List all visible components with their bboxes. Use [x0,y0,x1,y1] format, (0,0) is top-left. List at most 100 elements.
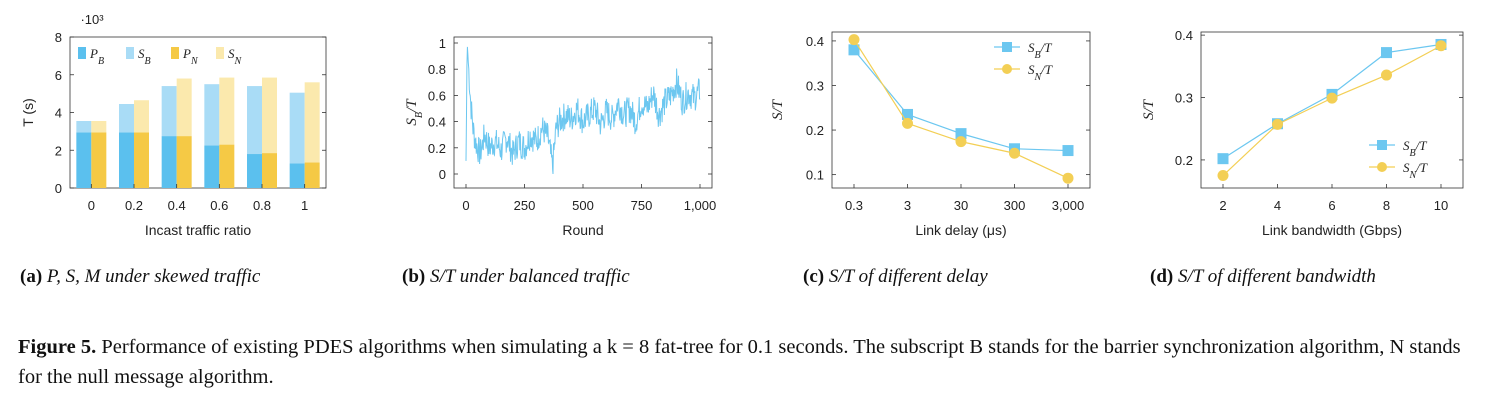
chart-d-xtick-label: 10 [1434,198,1448,213]
chart-a-bar-pn [176,136,192,188]
chart-c-point-sn [902,117,913,129]
chart-c-legend-label: SN/T [1028,62,1053,83]
chart-c-ytick-label: 0.2 [806,123,824,138]
chart-d-xtick-label: 4 [1274,198,1281,213]
chart-a-xtick-label: 1 [301,198,308,213]
chart-c-xlabel: Link delay (μs) [915,222,1006,238]
chart-a-bar-sb [161,86,177,137]
chart-a-bar-sb [204,84,220,146]
figure-caption-text: Performance of existing PDES algorithms … [18,336,1461,388]
chart-c-xtick-label: 30 [954,198,968,213]
chart-a-bar-pb [204,145,220,188]
chart-c-point-sn [848,34,860,46]
chart-a-xtick-label: 0.6 [210,198,228,213]
chart-b-xtick-label: 250 [514,198,536,213]
chart-c-point-sn [1009,147,1020,159]
chart-a-bar-pb [161,136,177,188]
chart-b-xtick-label: 1,000 [684,198,717,213]
chart-a-bar-pb [289,163,305,188]
chart-a-xtick-label: 0.4 [168,198,186,213]
chart-a-bar-sb [289,92,305,164]
chart-b-xtick-label: 750 [631,198,653,213]
chart-b-ytick-label: 1 [439,36,446,51]
chart-c-xtick-label: 3 [904,198,911,213]
chart-a-legend-label: SN [228,46,243,67]
chart-d-point-sn [1435,40,1447,52]
chart-a-ytick-label: 4 [55,106,62,121]
chart-c-ylabel: S/T [770,98,786,120]
chart-b-ytick-label: 0.8 [428,62,446,77]
chart-a-legend-label: PN [182,46,199,67]
chart-d-legend-marker [1377,140,1387,150]
chart-d-ytick-label: 0.4 [1175,28,1193,43]
chart-c-legend-marker [1002,64,1012,74]
subcaption-c: (c) S/T of different delay [803,266,988,288]
chart-a-legend-swatch [78,47,86,59]
chart-b-xtick-label: 500 [572,198,594,213]
chart-c-point-sb [1062,145,1074,157]
chart-a-bar-sn [304,82,320,163]
chart-d-xtick-label: 2 [1219,198,1226,213]
chart-a-legend-swatch [126,47,134,59]
chart-a-xtick-label: 0 [88,198,95,213]
subcaption-c-text: S/T of different delay [828,266,988,287]
chart-a-bar-sn [176,78,192,137]
chart-d-ytick-label: 0.2 [1175,153,1193,168]
chart-d-point-sn [1272,118,1283,130]
chart-b-ytick-label: 0.6 [428,88,446,103]
chart-c-plot-frame [831,31,1091,189]
figure-caption-label: Figure 5. [18,336,97,358]
chart-a-bar-pn [134,132,149,188]
chart-c-ytick-label: 0.3 [806,78,824,93]
chart-a-bar-sn [219,77,235,145]
chart-a-bar-sn [91,120,107,133]
subcaption-c-label: (c) [803,266,825,287]
figure-caption: Figure 5. Performance of existing PDES a… [18,332,1488,392]
chart-b-series-line [465,46,701,175]
chart-d-point-sb [1217,153,1229,165]
chart-d-point-sb [1381,47,1392,59]
subcaption-b-label: (b) [402,266,426,287]
chart-c-point-sb [902,108,913,120]
chart-d-xtick-label: 6 [1328,198,1335,213]
chart-c-point-sn [955,136,967,148]
chart-d-series-line [1222,45,1442,176]
subcaption-a-text: P, S, M under skewed traffic [46,266,261,287]
chart-a-legend-swatch [171,47,179,59]
chart-c-point-sn [1062,172,1074,184]
chart-b-xtick-label: 0 [462,198,469,213]
chart-c-xtick-label: 0.3 [845,198,863,213]
chart-d-point-sn [1217,170,1229,182]
chart-a-bar-sb [247,86,262,155]
chart-a-bar-pn [304,162,320,188]
subcaption-d: (d) S/T of different bandwidth [1150,266,1376,288]
chart-c-xtick-label: 300 [1004,198,1026,213]
subcaption-d-label: (d) [1150,266,1174,287]
chart-a-bar-pb [119,132,134,188]
chart-d-legend-marker [1377,162,1387,172]
chart-b-ytick-label: 0.4 [428,115,446,130]
chart-a-bar-sn [262,77,277,154]
chart-a-xtick-label: 0.2 [125,198,143,213]
chart-b-ytick-label: 0 [439,167,446,182]
chart-d-ylabel: S/T [1141,98,1157,120]
chart-a-xtick-label: 0.8 [253,198,271,213]
chart-b-xlabel: Round [562,222,603,238]
chart-a-legend-label: PB [89,46,104,67]
chart-b: 0 0.2 0.4 0.6 0.8 1 0 250 500 750 1,000 Round SB/T [404,36,717,238]
chart-b-ylabel: SB/T [404,98,425,126]
chart-d-point-sn [1381,69,1392,81]
chart-a-bar-sb [119,104,134,133]
chart-d-legend-label: SB/T [1403,138,1427,159]
chart-a: 0 2 4 6 8 ·10³ T (s) 0 0.2 0.4 0.6 0.8 1 Incast traff… [20,12,327,238]
subcaption-a: (a) P, S, M under skewed traffic [20,266,260,288]
chart-d-xlabel: Link bandwidth (Gbps) [1262,222,1402,238]
chart-a-bar-pn [91,132,107,188]
chart-a-bar-pn [219,144,235,188]
chart-c: 0.1 0.2 0.3 0.4 0.3 3 30 300 3,000 Link delay (μs… [770,28,1464,238]
chart-c-legend-label: SB/T [1028,40,1052,61]
subcaption-d-text: S/T of different bandwidth [1177,266,1376,287]
chart-c-ytick-label: 0.1 [806,168,824,183]
chart-c-point-sb [955,128,967,140]
chart-a-ytick-label: 0 [55,181,62,196]
